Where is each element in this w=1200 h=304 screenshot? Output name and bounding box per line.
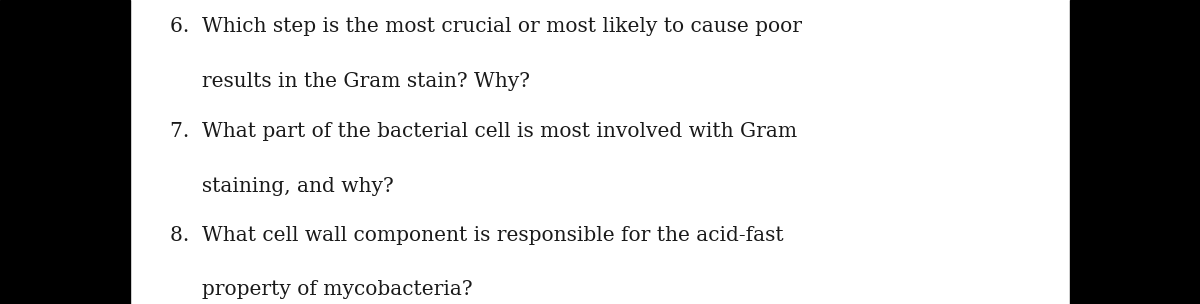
Bar bbox=[1070, 0, 1200, 304]
Text: results in the Gram stain? Why?: results in the Gram stain? Why? bbox=[170, 72, 530, 91]
Bar bbox=[0, 0, 130, 304]
Text: staining, and why?: staining, and why? bbox=[170, 177, 394, 196]
Text: 7.  What part of the bacterial cell is most involved with Gram: 7. What part of the bacterial cell is mo… bbox=[170, 122, 798, 141]
Text: 6.  Which step is the most crucial or most likely to cause poor: 6. Which step is the most crucial or mos… bbox=[170, 18, 803, 36]
Text: property of mycobacteria?: property of mycobacteria? bbox=[170, 280, 473, 299]
Text: 8.  What cell wall component is responsible for the acid-fast: 8. What cell wall component is responsib… bbox=[170, 226, 784, 245]
